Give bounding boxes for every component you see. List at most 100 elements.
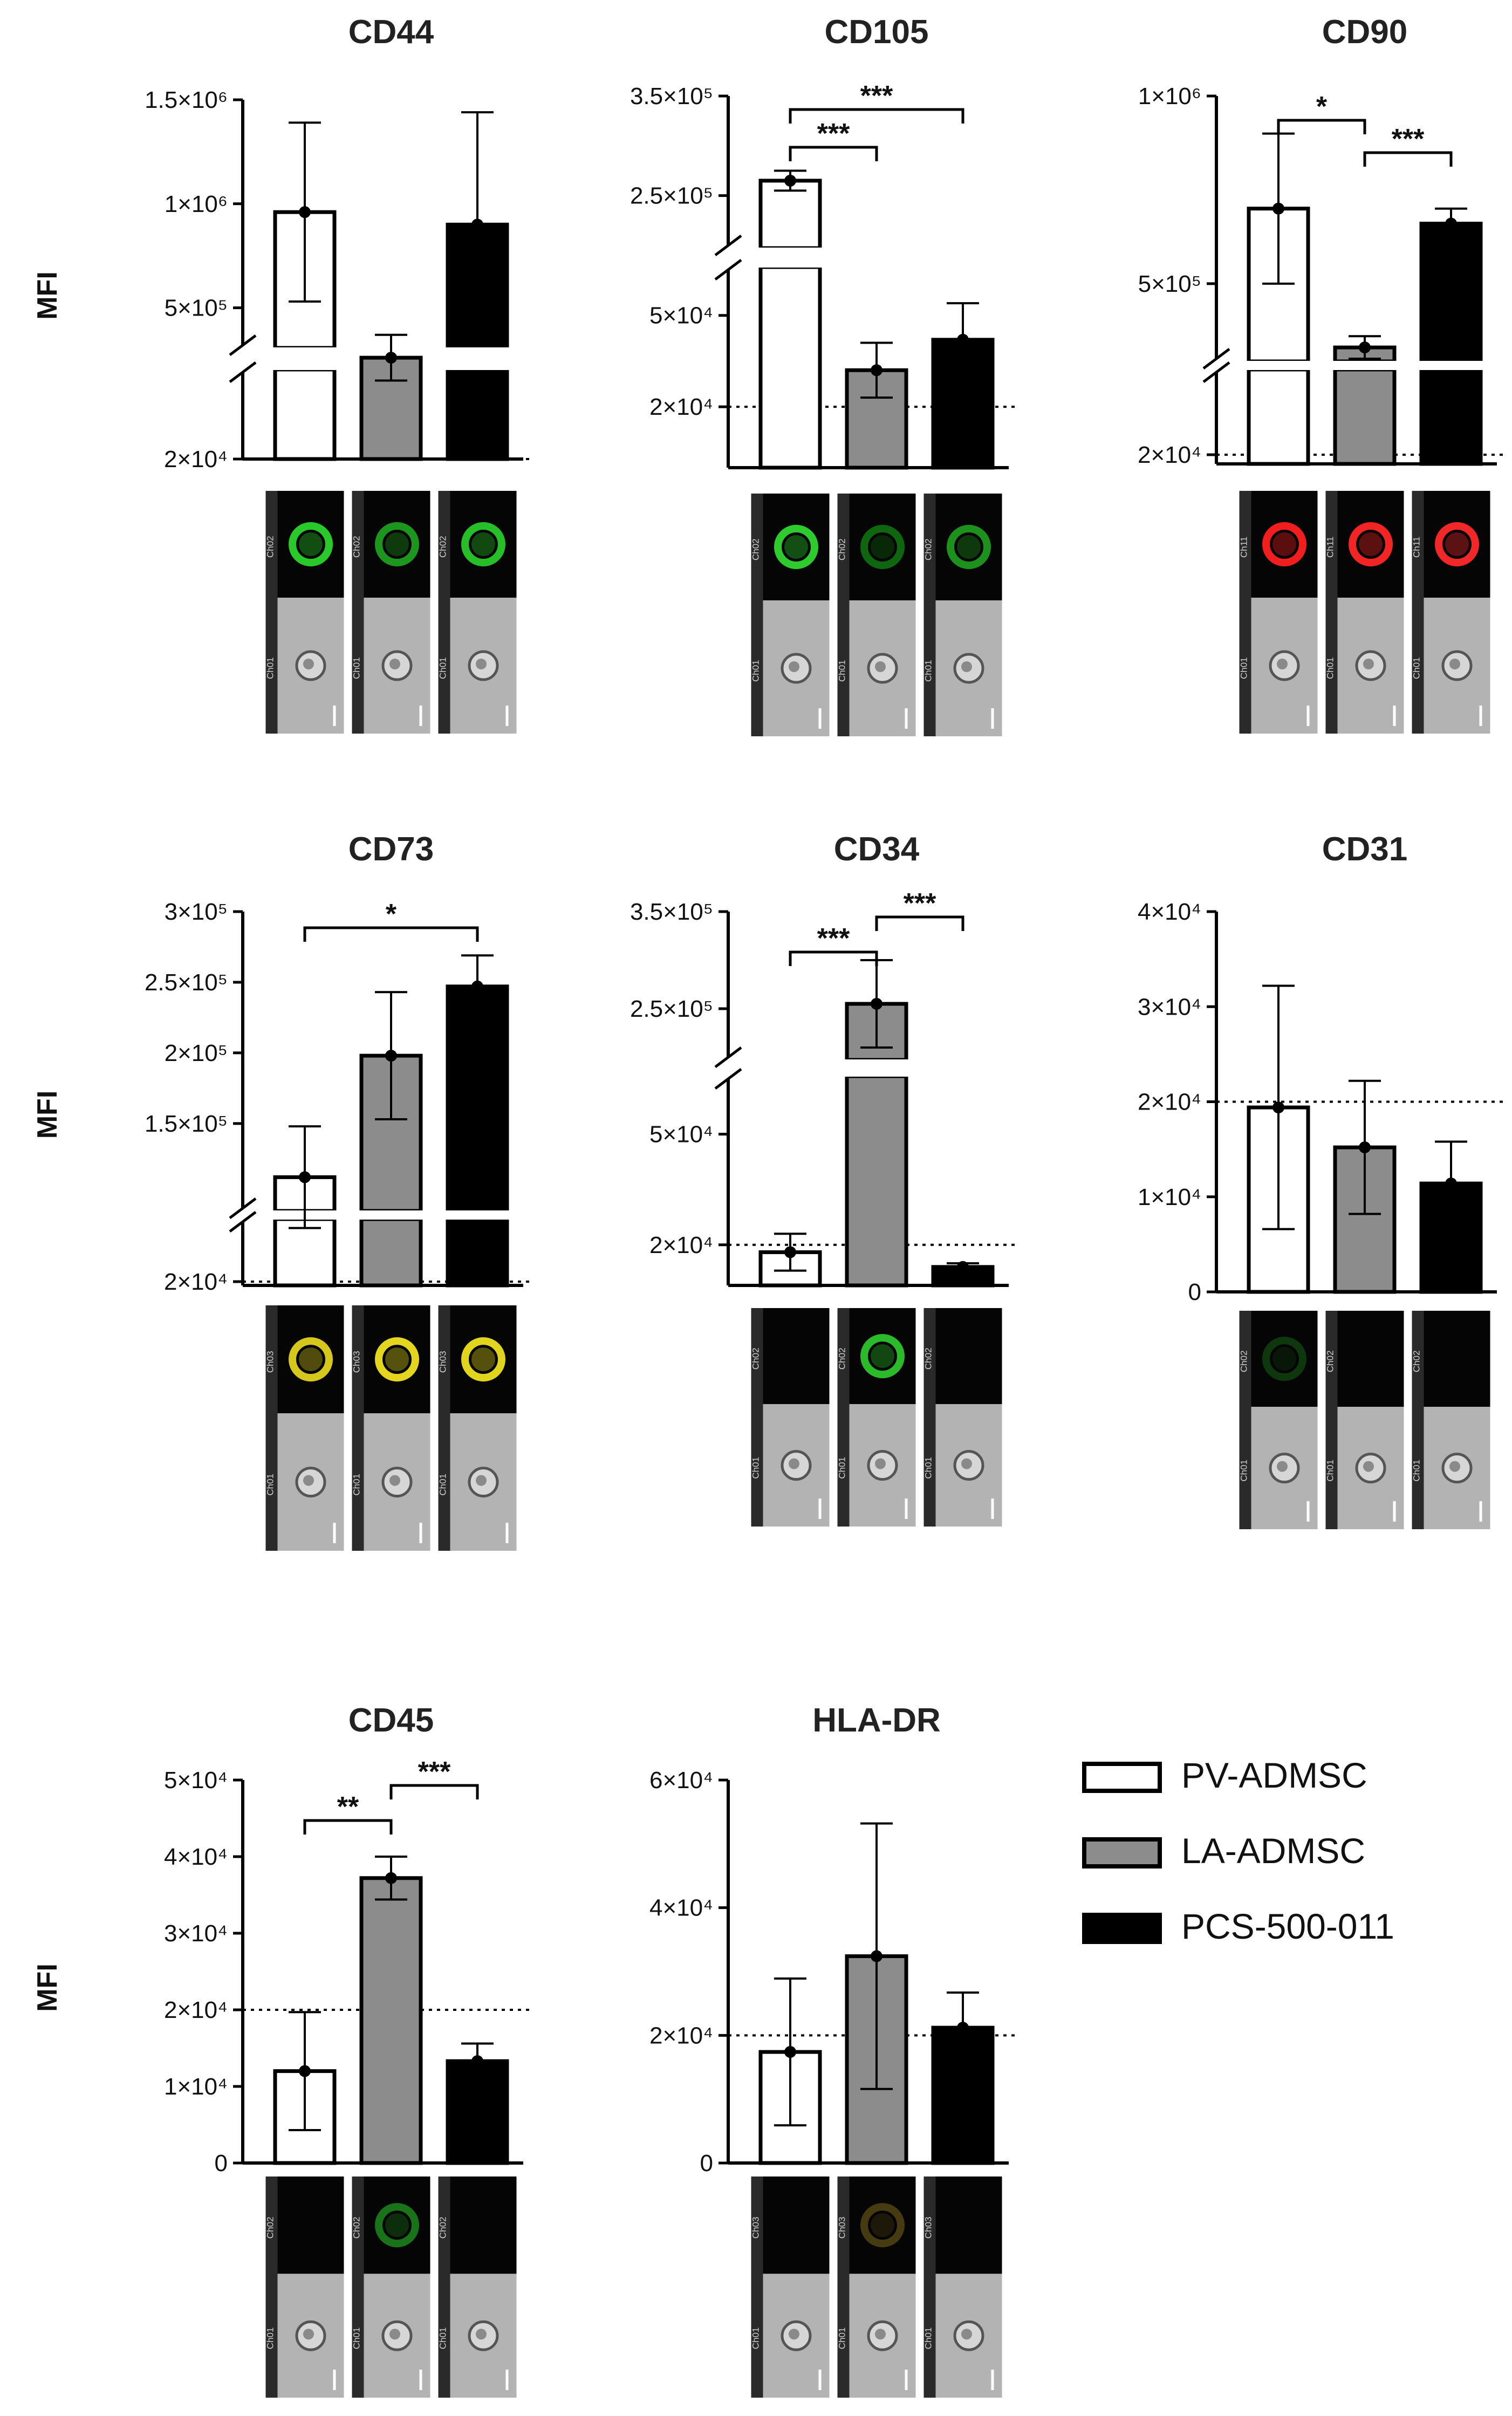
panel-cd105: CD1053.5×10⁵2.5×10⁵5×10⁴2×10⁴******Ch02C… — [630, 13, 1020, 736]
channel-label: Ch02 — [1412, 1350, 1422, 1372]
significance-label: *** — [817, 118, 850, 149]
cell-images-cd45: Ch02 Ch01 Ch02 Ch01 Ch02 Ch01 — [265, 2177, 517, 2398]
bar-cd73-pcs-500-011 — [444, 984, 510, 1288]
y-tick-label: 0 — [700, 2150, 713, 2177]
significance-cd105-0-1: *** — [789, 118, 878, 161]
mean-point — [957, 2022, 969, 2034]
y-tick-label: 5×10⁵ — [165, 295, 228, 321]
legend-swatch — [1082, 1762, 1162, 1793]
cell-image-cd44-pcs-500-011: Ch02 Ch01 — [438, 491, 517, 734]
significance-cd105-0-2: *** — [789, 80, 964, 124]
mean-point — [299, 2065, 311, 2077]
error-bar-cd34-pcs-500-011 — [947, 1261, 979, 1273]
cell-image-cd44-la-admsc: Ch02 Ch01 — [352, 491, 430, 734]
significance-cd73-0-2: * — [303, 899, 479, 942]
chart-title-cd31: CD31 — [1322, 831, 1408, 868]
channel-label: Ch03 — [751, 2217, 761, 2239]
cell-image-cd44-pv-admsc: Ch02 Ch01 — [265, 491, 344, 734]
cell-image-cd73-pcs-500-011: Ch03 Ch01 — [438, 1305, 517, 1551]
channel-label: Ch02 — [837, 538, 847, 560]
bar-cd105-pv-admsc — [757, 179, 823, 470]
channel-label: Ch01 — [837, 660, 847, 682]
channel-label: Ch01 — [1325, 1460, 1336, 1482]
channel-label: Ch01 — [265, 2328, 276, 2350]
y-tick-label: 2×10⁴ — [164, 1997, 228, 2023]
chart-title-cd45: CD45 — [348, 1702, 434, 1739]
y-tick-label: 2×10⁴ — [649, 2022, 713, 2049]
error-bar-cd44-pv-admsc — [289, 121, 321, 303]
mean-point — [957, 333, 969, 346]
error-bar-hla-dr-pcs-500-011 — [947, 1991, 979, 2063]
channel-label: Ch02 — [1239, 1350, 1249, 1372]
y-tick-label: 2×10⁴ — [649, 1232, 713, 1258]
legend-label: PCS-500-011 — [1181, 1906, 1394, 1946]
channel-label: Ch01 — [352, 2328, 362, 2350]
error-bar-cd44-pcs-500-011 — [461, 111, 494, 337]
channel-label: Ch01 — [923, 1457, 934, 1479]
y-axis-cd45: 5×10⁴ 4×10⁴ 3×10⁴ 2×10⁴ 1×10⁴ 0 — [164, 1767, 244, 2177]
y-tick-label: 2×10⁴ — [649, 394, 713, 420]
channel-label: Ch01 — [751, 2328, 761, 2350]
mean-point — [784, 174, 796, 187]
channel-label: Ch01 — [1239, 657, 1249, 679]
significance-label: *** — [418, 1756, 451, 1788]
y-axis-cd44: 1.5×10⁶ 1×10⁶ 5×10⁵ 2×10⁴ — [145, 87, 257, 473]
channel-label: Ch02 — [438, 536, 448, 558]
y-axis-cd90: 1×10⁶ 5×10⁵ 2×10⁴ — [1138, 83, 1230, 468]
mean-point — [385, 352, 397, 364]
error-bar-cd44-la-admsc — [375, 333, 407, 382]
y-tick-label: 4×10⁴ — [164, 1844, 228, 1870]
significance-cd34-1-2: *** — [875, 888, 964, 931]
y-tick-label: 5×10⁴ — [649, 303, 713, 329]
channel-label: Ch02 — [265, 536, 276, 558]
channel-label: Ch03 — [438, 1351, 448, 1373]
error-bar-hla-dr-pv-admsc — [774, 1977, 806, 2127]
channel-label: Ch11 — [1412, 537, 1422, 558]
y-axis-cd31: 4×10⁴ 3×10⁴ 2×10⁴ 1×10⁴ 0 — [1138, 899, 1218, 1305]
panel-cd73: CD73 MFI 3×10⁵ 2.5×10⁵ 2×10⁵ 1.5×10⁵ 2×10⁴ * Ch0… — [32, 831, 534, 1551]
chart-title-cd90: CD90 — [1322, 13, 1408, 51]
mean-point — [299, 206, 311, 218]
chart-title-hla-dr: HLA-DR — [812, 1702, 941, 1739]
error-bar-cd31-pcs-500-011 — [1435, 1140, 1467, 1226]
cell-image-cd34-pv-admsc: Ch02 Ch01 — [751, 1308, 830, 1527]
y-tick-label: 3×10⁴ — [1138, 994, 1201, 1020]
cell-image-cd34-pcs-500-011: Ch02 Ch01 — [923, 1308, 1002, 1527]
mean-point — [957, 1261, 969, 1273]
chart-title-cd105: CD105 — [825, 13, 929, 51]
significance-label: *** — [1392, 124, 1425, 155]
cell-images-cd73: Ch03 Ch01 Ch03 Ch01 Ch03 Ch01 — [265, 1305, 517, 1551]
channel-label: Ch03 — [265, 1351, 276, 1373]
error-bar-cd34-pv-admsc — [774, 1233, 806, 1272]
legend-swatch — [1082, 1913, 1162, 1944]
significance-label: * — [386, 899, 397, 930]
y-tick-label: 1×10⁶ — [1138, 83, 1201, 109]
error-bar-cd105-la-admsc — [860, 341, 893, 399]
error-bar-hla-dr-la-admsc — [860, 1822, 893, 2090]
y-axis-label: MFI — [32, 271, 63, 320]
y-tick-label: 1.5×10⁶ — [145, 87, 228, 113]
mean-point — [871, 998, 882, 1010]
mean-point — [784, 1246, 796, 1258]
y-tick-label: 1.5×10⁵ — [145, 1111, 228, 1137]
y-tick-label: 5×10⁵ — [1138, 271, 1201, 297]
channel-label: Ch01 — [837, 2328, 847, 2350]
y-axis-label: MFI — [32, 1963, 63, 2012]
panels-root: CD44MFI1.5×10⁶1×10⁶5×10⁵2×10⁴Ch02Ch01Ch0… — [32, 13, 1508, 2398]
significance-cd90-0-1: * — [1277, 91, 1366, 134]
channel-label: Ch02 — [837, 1347, 847, 1370]
bar-cd90-la-admsc — [1332, 345, 1398, 466]
y-tick-label: 3.5×10⁵ — [630, 83, 713, 109]
channel-label: Ch01 — [352, 1474, 362, 1496]
mean-point — [471, 2055, 483, 2068]
error-bar-cd73-pv-admsc — [289, 1125, 321, 1229]
y-tick-label: 0 — [1188, 1279, 1201, 1305]
significance-cd45-1-2: *** — [389, 1756, 479, 1799]
significance-label: *** — [817, 923, 850, 954]
error-bar-cd90-la-admsc — [1349, 335, 1381, 360]
cell-image-cd34-la-admsc: Ch02 Ch01 — [837, 1308, 916, 1527]
cell-image-cd105-pcs-500-011: Ch02 Ch01 — [923, 494, 1002, 736]
y-tick-label: 0 — [215, 2150, 228, 2177]
channel-label: Ch02 — [265, 2217, 276, 2239]
cell-image-cd31-pcs-500-011: Ch02 Ch01 — [1412, 1311, 1490, 1529]
